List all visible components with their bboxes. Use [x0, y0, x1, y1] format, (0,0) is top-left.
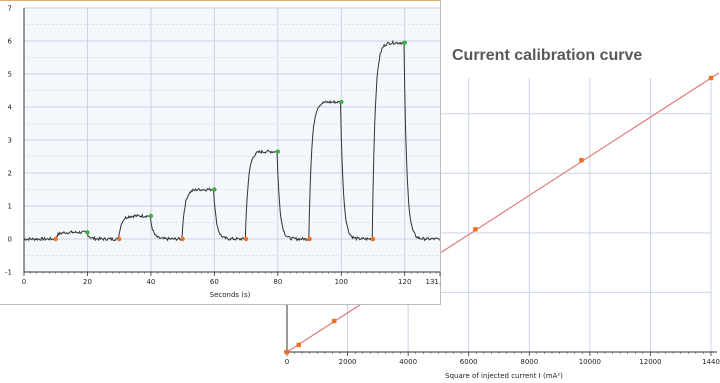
signal-trace-line	[23, 39, 441, 242]
signal-x-tick-label: 80	[273, 278, 282, 286]
calibration-point	[296, 342, 301, 348]
signal-x-tick-label: 0	[22, 278, 26, 286]
signal-end-marker	[148, 213, 154, 219]
calibration-y-tick-label: 0	[284, 349, 285, 357]
calibration-x-tick-label: 6000	[460, 358, 478, 366]
signal-y-tick-label: 6	[8, 38, 13, 46]
calibration-x-tick-label: 2000	[339, 358, 357, 366]
signal-start-marker	[243, 236, 249, 242]
signal-y-tick-label: 5	[8, 71, 12, 79]
calibration-x-tick-label: 0	[285, 358, 289, 366]
signal-y-tick-label: 1	[8, 203, 12, 211]
calibration-point	[331, 318, 337, 324]
signal-start-marker	[180, 236, 185, 242]
calibration-x-tick-label: 4000	[399, 358, 417, 366]
calibration-point	[708, 75, 714, 81]
signal-y-tick-label: 0	[8, 236, 12, 244]
signal-axes	[23, 8, 441, 276]
calibration-x-tick-label: 12000	[639, 358, 661, 366]
signal-end-marker	[85, 230, 90, 235]
signal-markers	[53, 40, 407, 242]
signal-x-tick-label: 120	[398, 278, 411, 286]
signal-x-tick-label: 100	[335, 278, 348, 286]
signal-x-tick-label: 131.116	[426, 278, 441, 286]
signal-series	[23, 39, 441, 242]
calibration-x-tick-label: 1440	[702, 358, 720, 366]
signal-x-tick-label: 40	[146, 278, 155, 286]
signal-y-tick-label: 3	[8, 137, 12, 145]
signal-x-tick-label: 60	[210, 278, 219, 286]
signal-end-marker	[402, 40, 407, 45]
signal-y-tick-label: -1	[5, 269, 12, 277]
signal-chart: 0 20 40 60 80 100 120 131.116 -1 0 1 2 3 4 5 6 7 Seconds…	[0, 0, 441, 305]
signal-end-marker	[212, 187, 217, 192]
signal-y-tick-label: 2	[8, 170, 12, 178]
signal-y-tick-label: 7	[8, 5, 12, 13]
calibration-x-tick-label: 8000	[520, 358, 538, 366]
signal-y-tick-label: 4	[8, 104, 13, 112]
signal-start-marker	[307, 236, 312, 242]
calibration-point	[579, 158, 584, 163]
calibration-fit-line	[286, 72, 720, 353]
signal-x-axis-label: Seconds (s)	[210, 291, 251, 299]
calibration-point	[284, 349, 290, 355]
calibration-chart-title: Current calibration curve	[452, 47, 643, 64]
signal-end-marker	[339, 99, 344, 105]
calibration-point	[473, 227, 478, 232]
calibration-x-tick-label: 10000	[579, 358, 601, 366]
signal-x-tick-label: 20	[83, 278, 92, 286]
calibration-x-axis-label: Square of injected current I (mA²)	[445, 372, 563, 380]
signal-end-marker	[275, 149, 281, 154]
signal-start-marker	[53, 236, 58, 242]
signal-start-marker	[116, 236, 122, 242]
signal-tick-labels: 0 20 40 60 80 100 120 131.116 -1 0 1 2 3 4 5 6 7	[5, 5, 441, 287]
signal-start-marker	[370, 236, 376, 242]
